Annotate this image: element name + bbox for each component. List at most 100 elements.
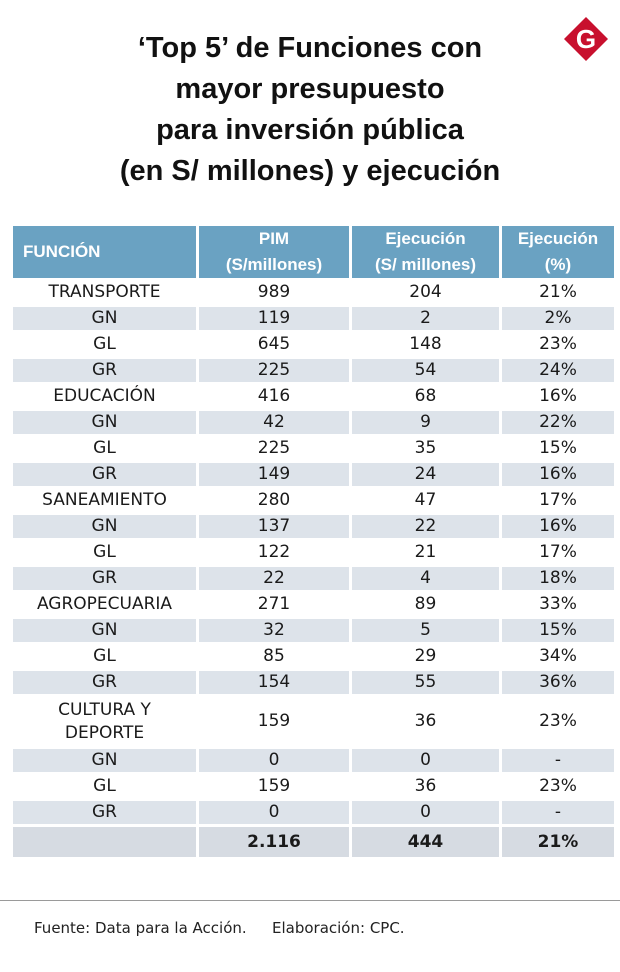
table-row: GR 225 54 24%	[13, 359, 614, 382]
table-row: SANEAMIENTO 280 47 17%	[13, 489, 614, 512]
cell-funcion: GR	[13, 359, 196, 382]
cell-pct: 16%	[502, 515, 614, 538]
table-row: EDUCACIÓN 416 68 16%	[13, 385, 614, 408]
cell-pct: 24%	[502, 359, 614, 382]
cell-pim: 42	[199, 411, 349, 434]
table-total-row: 2.116 444 21%	[13, 827, 614, 857]
cell-funcion: GR	[13, 567, 196, 590]
cell-pct: 18%	[502, 567, 614, 590]
cell-pim: 85	[263, 646, 285, 666]
title-line: mayor presupuesto	[175, 73, 445, 105]
cell-pim: 154	[199, 671, 349, 694]
logo-letter: G	[576, 24, 596, 54]
cell-pct: 17%	[539, 542, 577, 562]
cell-pct: 21%	[539, 282, 577, 302]
cell-funcion: GN	[13, 515, 196, 538]
cell-pct: 23%	[539, 711, 577, 731]
cell-ejecucion: 148	[409, 334, 442, 354]
cell-pim: 645	[257, 334, 291, 354]
cell-ejecucion: 5	[352, 619, 499, 642]
table-row: GN 0 0-	[13, 749, 614, 772]
table-row: GR 149 24 16%	[13, 463, 614, 486]
cell-ejecucion: 36	[414, 711, 437, 731]
table-row: GN 42 9 22%	[13, 411, 614, 434]
cell-pct: 23%	[539, 334, 577, 354]
cell-pct: -	[502, 801, 614, 824]
cell-total-label	[13, 827, 196, 857]
table-row: CULTURA Y DEPORTE 159 36 23%	[13, 697, 614, 746]
cell-pct: 34%	[539, 646, 577, 666]
cell-ejecucion: 204	[409, 282, 442, 302]
cell-funcion: GN	[13, 307, 196, 330]
cell-pim: 32	[199, 619, 349, 642]
title-line: para inversión pública	[156, 114, 464, 146]
cell-pim: 989	[257, 282, 291, 302]
cell-funcion: GN	[13, 411, 196, 434]
cell-pim: 271	[257, 594, 291, 614]
cell-pct: -	[502, 749, 614, 772]
table-row: GN 137 22 16%	[13, 515, 614, 538]
cell-pim: 225	[199, 359, 349, 382]
table-row: GN 32 5 15%	[13, 619, 614, 642]
cell-pim: 137	[199, 515, 349, 538]
cell-ejecucion: 4	[352, 567, 499, 590]
header-ejecucion-pct: Ejecución (%)	[502, 226, 614, 278]
cell-pim: 0	[199, 749, 349, 772]
cell-ejecucion: 29	[414, 646, 437, 666]
cell-pim: 159	[257, 776, 291, 796]
cell-pim: 280	[257, 490, 291, 510]
cell-ejecucion: 68	[414, 386, 437, 406]
cell-pim: 122	[257, 542, 291, 562]
cell-pct: 15%	[539, 438, 577, 458]
cell-ejecucion: 47	[414, 490, 437, 510]
title-line: (en S/ millones) y ejecución	[119, 155, 501, 187]
cell-ejecucion: 24	[352, 463, 499, 486]
footer-divider	[0, 900, 620, 901]
gestion-logo: G	[564, 17, 608, 61]
cell-pct: 22%	[502, 411, 614, 434]
cell-pim: 0	[199, 801, 349, 824]
page-title: ‘Top 5’ de Funciones con mayor presupues…	[40, 28, 580, 192]
table-row: GL 225 35 15%	[13, 437, 614, 460]
cell-funcion: GN	[13, 619, 196, 642]
cell-pct: 17%	[539, 490, 577, 510]
cell-funcion: GN	[13, 749, 196, 772]
table-header-row: FUNCIÓN PIM (S/millones) Ejecución (S/ mil…	[13, 226, 614, 278]
cell-funcion: EDUCACIÓN	[53, 386, 156, 406]
cell-funcion: GL	[93, 438, 116, 458]
cell-funcion: CULTURA Y DEPORTE	[58, 699, 151, 743]
cell-ejecucion: 22	[352, 515, 499, 538]
cell-pim: 22	[199, 567, 349, 590]
cell-funcion: GR	[13, 463, 196, 486]
table-row: GL 122 21 17%	[13, 541, 614, 564]
cell-pct: 2%	[502, 307, 614, 330]
budget-table: FUNCIÓN PIM (S/millones) Ejecución (S/ mil…	[10, 223, 617, 860]
cell-pct: 16%	[539, 386, 577, 406]
cell-ejecucion: 36	[414, 776, 437, 796]
table-row: AGROPECUARIA 271 89 33%	[13, 593, 614, 616]
cell-ejecucion: 89	[414, 594, 437, 614]
cell-ejecucion: 21	[414, 542, 437, 562]
table-row: GR 0 0-	[13, 801, 614, 824]
cell-pim: 416	[257, 386, 291, 406]
cell-ejecucion: 2	[352, 307, 499, 330]
header-ejecucion: Ejecución (S/ millones)	[352, 226, 499, 278]
cell-total-ejecucion: 444	[352, 827, 499, 857]
cell-funcion: GL	[93, 542, 116, 562]
footer-credit: Elaboración: CPC.	[272, 919, 405, 937]
title-line: ‘Top 5’ de Funciones con	[137, 32, 483, 64]
table-row: GR 22 4 18%	[13, 567, 614, 590]
cell-pct: 15%	[502, 619, 614, 642]
cell-ejecucion: 0	[352, 801, 499, 824]
cell-pim: 159	[257, 711, 291, 731]
table-row: GL 159 36 23%	[13, 775, 614, 798]
cell-funcion: GL	[93, 334, 116, 354]
cell-ejecucion: 9	[352, 411, 499, 434]
cell-ejecucion: 35	[414, 438, 437, 458]
cell-pct: 33%	[539, 594, 577, 614]
cell-ejecucion: 54	[352, 359, 499, 382]
footer-source: Fuente: Data para la Acción.	[34, 919, 247, 937]
table-row: GL 85 29 34%	[13, 645, 614, 668]
header-pim: PIM (S/millones)	[199, 226, 349, 278]
cell-pim: 149	[199, 463, 349, 486]
